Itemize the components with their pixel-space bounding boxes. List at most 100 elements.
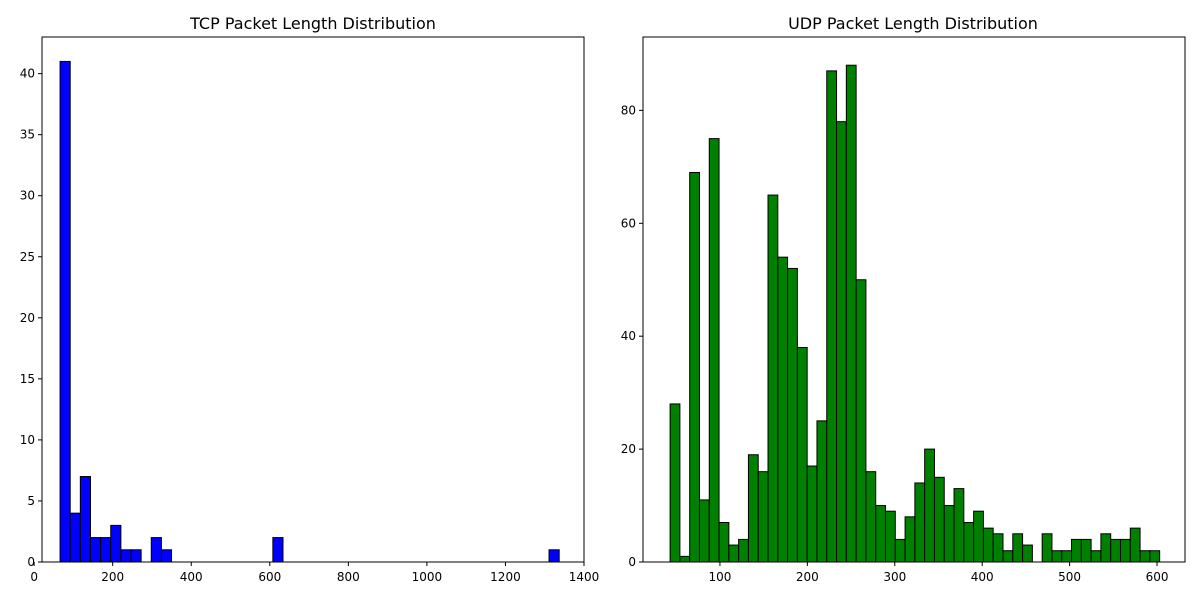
histogram-bar: [1129, 527, 1141, 563]
udp-histogram: UDP Packet Length Distribution 100 200 300…: [621, 14, 1186, 584]
histogram-bar: [1061, 550, 1073, 563]
histogram-bar: [1051, 550, 1063, 563]
histogram-bar: [1012, 533, 1024, 563]
histogram-bar: [728, 544, 740, 563]
histogram-bar: [738, 538, 749, 563]
histogram-bar: [787, 267, 798, 563]
x-tick-label: 100: [708, 570, 731, 584]
histogram-bar: [933, 476, 945, 563]
histogram-bar: [836, 121, 847, 563]
y-tick-label: 20: [621, 442, 636, 456]
histogram-bar: [953, 488, 965, 563]
histogram-bar: [826, 70, 838, 563]
histogram-bar: [1022, 544, 1033, 563]
axes-frame: [642, 36, 1186, 563]
histogram-bar: [1071, 538, 1082, 563]
x-tick-label: 200: [101, 570, 124, 584]
histogram-bar: [973, 510, 984, 563]
chart-title: UDP Packet Length Distribution: [788, 14, 1038, 33]
histogram-bar: [1090, 550, 1102, 563]
histogram-bar: [89, 537, 102, 563]
y-tick-label: 15: [20, 372, 35, 386]
histogram-bar: [806, 465, 818, 563]
x-tick-label: 1200: [490, 570, 521, 584]
histogram-bar: [855, 279, 867, 563]
x-tick-label: 400: [180, 570, 203, 584]
histogram-bar: [894, 538, 906, 563]
bar-group: [59, 60, 560, 563]
histogram-bar: [1119, 538, 1131, 563]
histogram-bar: [110, 524, 122, 563]
y-tick-label: 0: [27, 555, 35, 569]
histogram-bar: [1080, 538, 1092, 563]
histogram-bar: [1002, 550, 1014, 563]
histogram-bar: [1139, 550, 1151, 563]
histogram-bar: [885, 510, 896, 563]
x-tick-label: 0: [30, 570, 38, 584]
histogram-bar: [747, 454, 759, 563]
histogram-bar: [160, 549, 173, 563]
histogram-bar: [1100, 533, 1112, 563]
histogram-bar: [130, 549, 142, 563]
y-tick-label: 40: [621, 329, 636, 343]
histogram-bar: [924, 448, 935, 563]
histogram-bar: [865, 471, 877, 563]
histogram-bar: [992, 533, 1004, 563]
y-tick-label: 30: [20, 189, 35, 203]
histogram-bar: [718, 521, 730, 563]
tick-group: 100 200 300 400 500 600 0 20 40 60 80: [621, 103, 1169, 584]
histogram-bar: [150, 537, 162, 563]
tick-group: 0 200 400 600 800 1000 1200 1400 0 5 10 15 20 25 30 35 4…: [20, 67, 600, 584]
histogram-bar: [816, 420, 828, 563]
histogram-bar: [963, 521, 975, 563]
x-tick-label: 600: [258, 570, 281, 584]
histogram-bar: [914, 482, 926, 563]
y-tick-label: 5: [27, 494, 35, 508]
y-tick-label: 80: [621, 103, 636, 117]
x-tick-label: 200: [796, 570, 819, 584]
histogram-bar: [1149, 550, 1161, 563]
y-tick-label: 40: [20, 67, 35, 81]
x-tick-label: 500: [1058, 570, 1081, 584]
histogram-bar: [79, 476, 91, 563]
histogram-bar: [708, 138, 720, 563]
x-tick-label: 300: [883, 570, 906, 584]
histogram-bar: [669, 403, 681, 563]
x-tick-label: 1000: [412, 570, 443, 584]
histogram-bar: [548, 549, 560, 563]
histogram-bar: [272, 537, 284, 563]
histogram-bar: [100, 537, 112, 563]
y-tick-label: 20: [20, 311, 35, 325]
x-tick-label: 400: [971, 570, 994, 584]
x-tick-label: 800: [337, 570, 360, 584]
histogram-bar: [120, 549, 132, 563]
y-tick-label: 0: [628, 555, 636, 569]
axes-frame: [41, 36, 585, 563]
histogram-bar: [982, 527, 994, 563]
histogram-bar: [777, 256, 789, 563]
histogram-bar: [875, 505, 887, 563]
histogram-bar: [904, 516, 916, 563]
chart-title: TCP Packet Length Distribution: [189, 14, 436, 33]
y-tick-label: 35: [20, 128, 35, 142]
histogram-bar: [698, 499, 710, 563]
tcp-histogram: TCP Packet Length Distribution 0 200 400 60…: [20, 14, 600, 584]
histogram-bar: [1110, 538, 1121, 563]
x-tick-label: 600: [1146, 570, 1169, 584]
histogram-bar: [796, 346, 808, 563]
histogram-bar: [59, 60, 71, 563]
x-tick-label: 1400: [569, 570, 600, 584]
histogram-bar: [845, 64, 857, 563]
bar-group: [669, 64, 1161, 563]
histogram-bar: [1041, 533, 1053, 563]
histogram-bar: [69, 512, 81, 563]
histogram-bar: [943, 505, 955, 563]
histogram-bar: [767, 194, 779, 563]
y-tick-label: 10: [20, 433, 35, 447]
y-tick-label: 60: [621, 216, 636, 230]
histogram-bar: [689, 171, 700, 563]
histogram-bar: [757, 471, 769, 563]
histogram-bar: [679, 555, 691, 563]
y-tick-label: 25: [20, 250, 35, 264]
